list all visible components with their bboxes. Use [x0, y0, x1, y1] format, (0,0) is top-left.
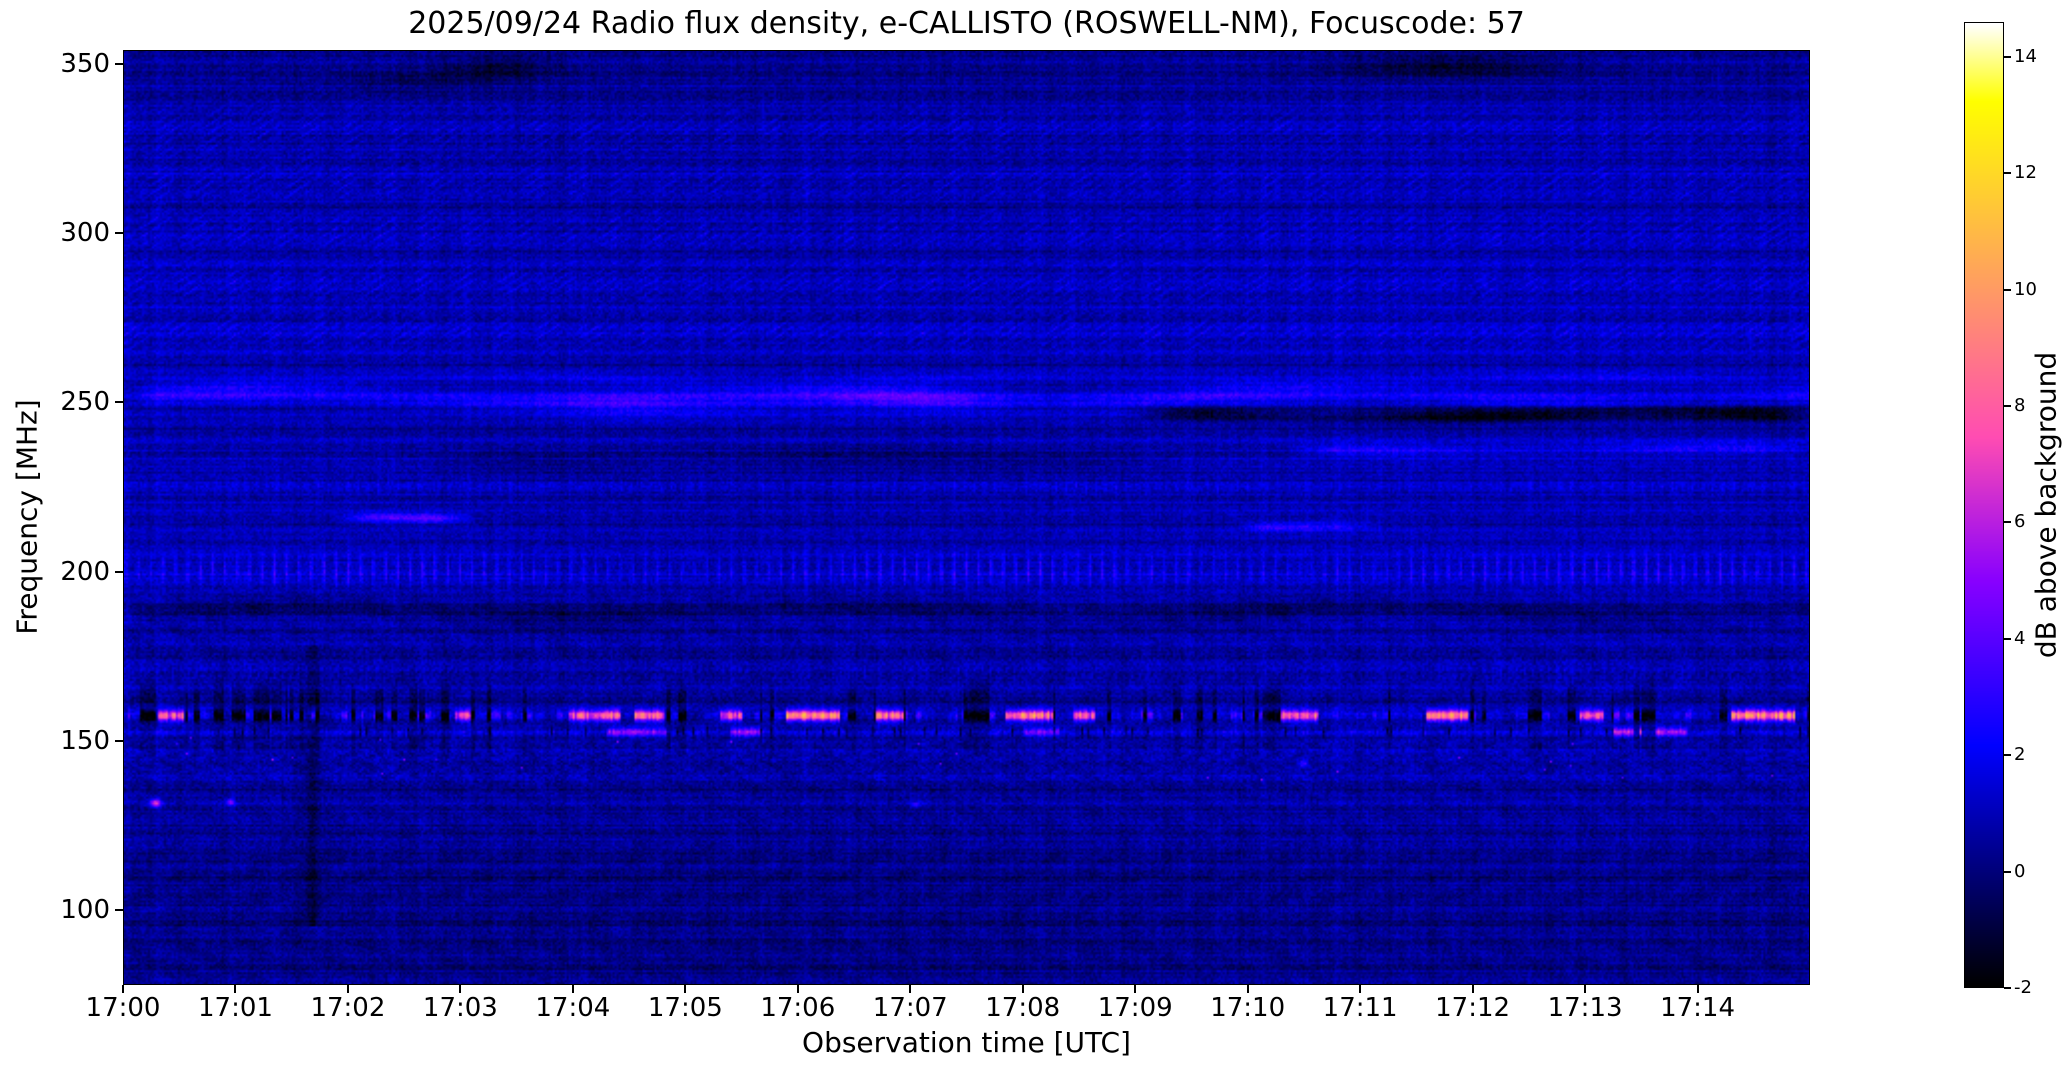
colorbar-tick-mark	[2004, 521, 2011, 524]
x-tick-mark	[1246, 985, 1249, 993]
colorbar-tick-mark	[2004, 754, 2011, 757]
x-tick-mark	[684, 985, 687, 993]
x-tick-mark	[796, 985, 799, 993]
chart-title: 2025/09/24 Radio flux density, e-CALLIST…	[408, 6, 1525, 41]
colorbar-tick-label: 14	[2014, 45, 2037, 67]
x-tick-label: 17:07	[872, 993, 948, 1023]
colorbar-tick-label: 10	[2014, 278, 2037, 300]
x-tick-mark	[234, 985, 237, 993]
colorbar-tick-label: 4	[2014, 627, 2026, 649]
colorbar-tick-label: -2	[2014, 977, 2032, 998]
colorbar-tick-mark	[2004, 55, 2011, 58]
x-tick-mark	[571, 985, 574, 993]
x-tick-mark	[1471, 985, 1474, 993]
colorbar-tick-label: 12	[2014, 162, 2037, 184]
spectrogram-canvas	[124, 51, 1809, 984]
x-tick-mark	[1021, 985, 1024, 993]
y-tick-mark	[115, 62, 123, 65]
x-tick-mark	[1584, 985, 1587, 993]
y-tick-mark	[115, 401, 123, 404]
x-tick-mark	[1134, 985, 1137, 993]
colorbar-tick-mark	[2004, 288, 2011, 291]
y-tick-label: 100	[60, 895, 110, 926]
colorbar-tick-label: 2	[2014, 744, 2026, 766]
x-tick-mark	[909, 985, 912, 993]
x-tick-label: 17:05	[647, 993, 723, 1023]
x-tick-mark	[459, 985, 462, 993]
y-tick-label: 250	[60, 387, 110, 418]
x-tick-label: 17:10	[1210, 993, 1286, 1023]
y-tick-label: 150	[60, 726, 110, 757]
x-tick-label: 17:01	[197, 993, 273, 1023]
colorbar-tick-label: 6	[2014, 511, 2026, 533]
x-axis-label: Observation time [UTC]	[802, 1026, 1131, 1059]
colorbar-tick-mark	[2004, 172, 2011, 175]
x-tick-label: 17:13	[1547, 993, 1623, 1023]
x-tick-label: 17:03	[422, 993, 498, 1023]
y-tick-label: 300	[60, 217, 110, 248]
y-tick-label: 200	[60, 556, 110, 587]
colorbar-tick-mark	[2004, 987, 2011, 989]
x-tick-label: 17:08	[985, 993, 1061, 1023]
y-tick-mark	[115, 231, 123, 234]
colorbar-tick-mark	[2004, 405, 2011, 408]
x-tick-label: 17:06	[760, 993, 836, 1023]
colorbar-tick-mark	[2004, 637, 2011, 640]
colorbar-gradient-canvas	[1965, 23, 2003, 987]
x-tick-label: 17:02	[310, 993, 386, 1023]
colorbar-tick-mark	[2004, 870, 2011, 873]
x-tick-mark	[1359, 985, 1362, 993]
y-tick-mark	[115, 909, 123, 912]
x-tick-label: 17:14	[1660, 993, 1735, 1023]
x-tick-label: 17:09	[1097, 993, 1173, 1023]
x-tick-mark	[1696, 985, 1699, 993]
y-tick-mark	[115, 740, 123, 743]
x-tick-mark	[346, 985, 349, 993]
x-tick-label: 17:00	[85, 993, 161, 1023]
x-tick-label: 17:04	[535, 993, 611, 1023]
colorbar-tick-label: 0	[2014, 860, 2026, 882]
x-tick-label: 17:12	[1435, 993, 1511, 1023]
y-tick-mark	[115, 570, 123, 573]
x-tick-mark	[122, 985, 124, 993]
x-tick-label: 17:11	[1322, 993, 1398, 1023]
plot-area	[123, 50, 1810, 985]
colorbar	[1964, 22, 2004, 988]
y-axis-label: Frequency [MHz]	[10, 399, 44, 635]
colorbar-tick-label: 8	[2014, 395, 2026, 417]
y-tick-label: 350	[60, 48, 110, 79]
